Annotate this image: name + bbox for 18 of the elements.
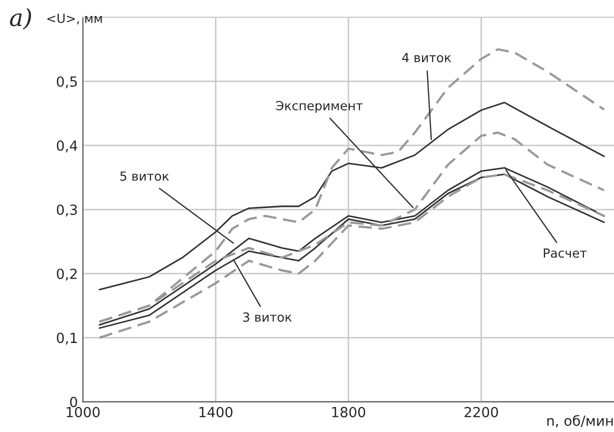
x-tick-label: 1000	[66, 406, 100, 418]
y-tick-label: 0,4	[56, 140, 78, 152]
x-tick-label: 1800	[332, 406, 366, 418]
y-tick-label: 0,3	[56, 204, 77, 216]
annotation: Расчет	[544, 248, 587, 258]
annotation: Эксперимент	[276, 100, 363, 113]
annotation: 5 виток	[120, 172, 169, 181]
x-tick-label: 1400	[200, 406, 232, 418]
annotation: 3 виток	[243, 312, 292, 322]
y-tick-label: 0,2	[56, 268, 77, 280]
chart-title: a)	[10, 8, 32, 30]
y-tick-label: 0,5	[56, 76, 77, 88]
x-axis-title: n, об/мин	[547, 414, 613, 428]
y-tick-label: 0,1	[56, 332, 77, 345]
y-axis-title: <U>, мм	[47, 14, 102, 24]
annotation: 4 виток	[402, 53, 452, 62]
y-tick-label: 0	[70, 396, 78, 408]
x-tick-label: 2200	[464, 406, 498, 418]
